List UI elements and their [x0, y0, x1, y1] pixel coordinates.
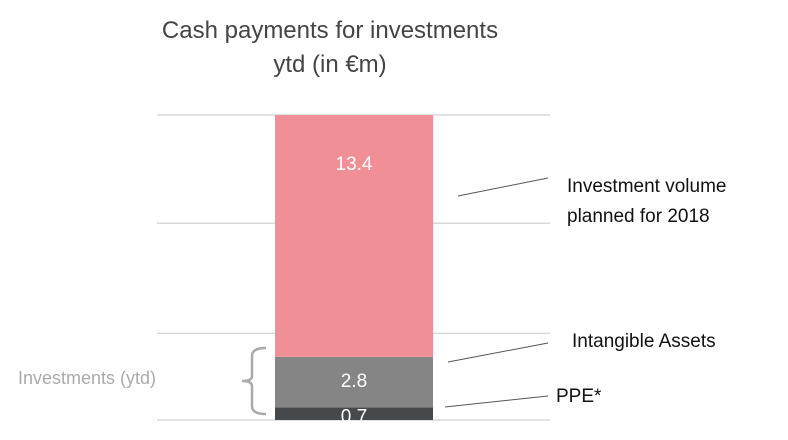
bar-segment	[275, 356, 433, 408]
value-label: 2.8	[341, 371, 367, 392]
bar-segment	[275, 407, 433, 420]
leader-line	[457, 177, 549, 197]
leader-line	[444, 395, 549, 408]
legend-label: Intangible Assets	[572, 331, 716, 352]
legend-label: Investment volume planned for 2018	[567, 176, 727, 227]
leader-line	[447, 342, 549, 363]
annotation: Investments (ytd)	[18, 368, 157, 388]
chart-title: Cash payments for investments ytd (in €m…	[161, 17, 499, 78]
value-label: 13.4	[336, 154, 373, 175]
bar-segment	[275, 115, 433, 357]
value-label: 0.7	[341, 407, 367, 428]
bracket	[241, 346, 267, 416]
legend-label: PPE*	[556, 386, 602, 407]
